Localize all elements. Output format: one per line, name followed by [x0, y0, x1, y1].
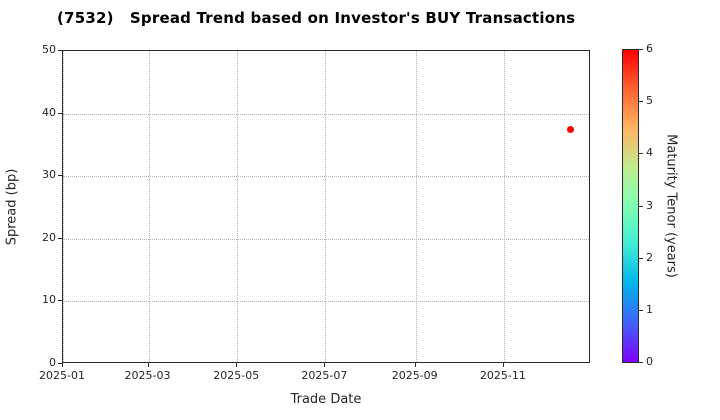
colorbar-tick-label: 6 — [646, 42, 653, 55]
colorbar-tick-mark — [639, 101, 643, 103]
x-tick-label: 2025-11 — [479, 369, 526, 382]
colorbar-tick-label: 1 — [646, 302, 653, 316]
colorbar-tick-mark — [639, 153, 643, 155]
colorbar-tick-mark — [639, 49, 643, 50]
y-axis-label: Spread (bp) — [4, 168, 20, 246]
x-tick-label: 2025-01 — [39, 369, 85, 382]
y-tick-label: 10 — [42, 293, 56, 307]
y-tick-label: 20 — [42, 230, 56, 244]
scatter-point — [566, 126, 574, 134]
y-tick-mark — [58, 50, 62, 51]
gridline-vertical — [148, 51, 150, 362]
gridline-vertical — [415, 51, 417, 362]
colorbar-tick-label: 4 — [646, 146, 653, 160]
gridline-vertical — [325, 51, 327, 362]
x-tick-mark — [414, 363, 416, 367]
chart-title: (7532) Spread Trend based on Investor's … — [57, 9, 576, 27]
colorbar-tick-label: 3 — [646, 198, 653, 212]
x-tick-mark — [147, 363, 149, 367]
y-tick-label: 0 — [49, 356, 56, 369]
colorbar-tick-label: 0 — [646, 355, 653, 368]
x-axis-label: Trade Date — [290, 392, 362, 407]
y-tick-mark — [58, 300, 62, 302]
y-tick-label: 50 — [42, 43, 56, 56]
colorbar-tick-mark — [639, 257, 643, 259]
x-tick-label: 2025-07 — [301, 369, 348, 382]
y-tick-label: 40 — [42, 105, 56, 119]
y-tick-label: 30 — [42, 168, 56, 182]
gridline-vertical — [237, 51, 239, 362]
y-tick-mark — [58, 237, 62, 239]
colorbar-tick-mark — [639, 205, 643, 207]
gridline-vertical — [503, 51, 505, 362]
colorbar-tick-mark — [639, 309, 643, 311]
x-tick-label: 2025-05 — [213, 369, 260, 382]
colorbar-tick-label: 2 — [646, 250, 653, 264]
y-tick-mark — [58, 112, 62, 114]
x-tick-mark — [324, 363, 326, 367]
y-tick-mark — [58, 363, 62, 364]
colorbar-tick-mark — [639, 362, 643, 363]
x-tick-mark — [502, 363, 504, 367]
x-tick-mark — [236, 363, 238, 367]
colorbar — [622, 49, 639, 363]
x-tick-label: 2025-03 — [124, 369, 171, 382]
colorbar-tick-label: 5 — [646, 94, 653, 108]
colorbar-label: Maturity Tenor (years) — [663, 134, 679, 278]
y-tick-mark — [58, 175, 62, 177]
plot-area — [62, 50, 590, 363]
x-tick-mark — [62, 363, 63, 367]
x-tick-label: 2025-09 — [391, 369, 438, 382]
gridline-vertical — [63, 51, 64, 362]
